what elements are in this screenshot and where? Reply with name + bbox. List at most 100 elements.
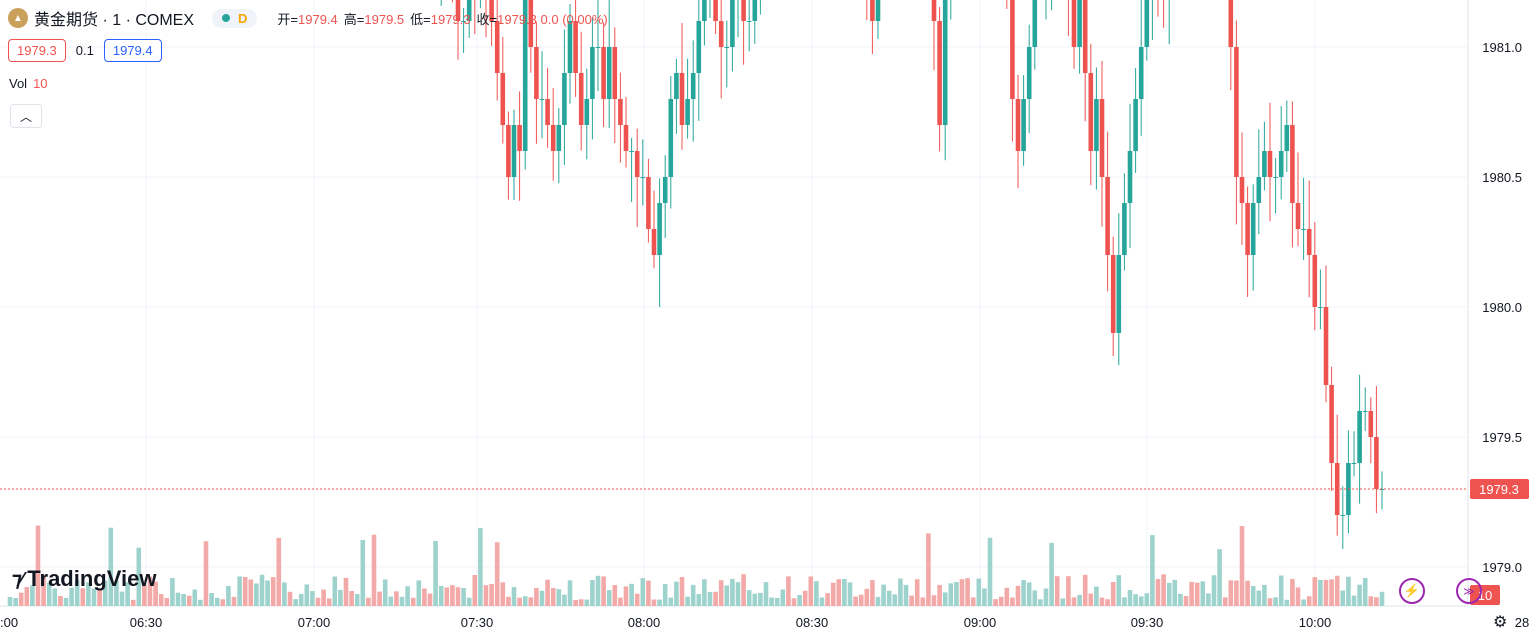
candle (1357, 374, 1362, 504)
candle-body (556, 125, 562, 151)
volume-bar (909, 595, 914, 606)
volume-bar (1346, 576, 1351, 606)
buy-button[interactable]: 1979.4 (103, 39, 162, 62)
volume-bar (987, 537, 993, 606)
symbol-title[interactable]: 黄金期货 · 1 · COMEX (34, 12, 195, 29)
volume-bar (584, 599, 590, 606)
candle (1228, 0, 1234, 91)
candle (950, 0, 952, 20)
candle (696, 0, 702, 121)
volume-bar (69, 587, 74, 606)
volume-bar (735, 582, 741, 606)
candle (1256, 129, 1262, 235)
candle (746, 0, 752, 52)
volume-bar (657, 599, 662, 606)
volume-bar (1194, 582, 1200, 606)
candle (1006, 0, 1008, 9)
volume-bar (713, 591, 718, 606)
volume-bar (500, 582, 506, 606)
volume-bar (466, 597, 472, 606)
volume-bar (186, 595, 192, 606)
volume-bar (685, 596, 690, 606)
volume-bar (1211, 575, 1217, 606)
chart-grid (0, 0, 1469, 607)
candle-body (1357, 411, 1362, 463)
candle (562, 29, 567, 166)
volume-bar (214, 597, 220, 606)
ohlc-legend: 开=1979.4 高=1979.5 低=1979.3 收=1979.3 0.0 … (277, 9, 607, 28)
candle-body (1340, 515, 1346, 516)
candle (1306, 180, 1312, 298)
volume-bar (578, 599, 584, 606)
candle-body (1105, 177, 1110, 255)
candle (1290, 101, 1295, 248)
candle-body (685, 99, 690, 125)
candle-body (562, 73, 567, 125)
volume-bar (1172, 579, 1178, 606)
volume-bar (1295, 587, 1301, 606)
candle-body (1256, 177, 1262, 203)
volume-bar (494, 542, 500, 606)
volume-bar (1334, 575, 1340, 606)
price-candles (440, 0, 1385, 549)
scroll-to-realtime-icon[interactable]: ≫ (1456, 578, 1482, 604)
candle (1267, 102, 1273, 222)
candle (866, 0, 868, 21)
volume-bar (248, 579, 254, 606)
volume-bar (1368, 596, 1374, 606)
time-tick-label: 09:30 (1131, 615, 1164, 630)
volume-bar (539, 590, 545, 606)
candle (612, 27, 618, 144)
volume-bar (444, 587, 450, 606)
volume-bar (836, 579, 842, 606)
volume-bar (170, 578, 175, 606)
candle (511, 109, 517, 201)
volume-bar (276, 537, 282, 606)
candle-body (489, 0, 494, 21)
volume-bar (181, 594, 186, 606)
candle-body (522, 0, 528, 151)
candle (1346, 430, 1351, 534)
volume-bar (903, 584, 909, 606)
volume-bar (662, 584, 668, 606)
time-tick-label: 07:30 (461, 615, 494, 630)
price-axis[interactable]: 1979.01979.51980.01980.51981.01981.51982… (1482, 0, 1522, 575)
candle-body (1032, 0, 1038, 47)
candle-body (601, 47, 606, 99)
candle (1374, 386, 1379, 514)
gear-icon[interactable]: ⚙ (1493, 614, 1508, 631)
volume-bar (158, 594, 164, 606)
volume-bar (517, 597, 522, 606)
candle (730, 0, 735, 72)
volume-bar (875, 596, 881, 606)
market-status-pill[interactable]: D (212, 8, 258, 28)
collapse-legend-button[interactable]: ︿ (10, 104, 42, 128)
volume-bar (1110, 582, 1116, 606)
volume-bar (102, 580, 108, 606)
volume-bar (450, 585, 455, 606)
tradingview-watermark[interactable]: ⁊⁄ TradingView (12, 566, 156, 592)
time-axis[interactable]: :00 06:30 07:00 07:30 08:00 08:30 09:00 09:30 10… (0, 615, 1529, 630)
volume-bar (142, 584, 147, 606)
candle (528, 0, 534, 73)
sell-button[interactable]: 1979.3 (8, 39, 66, 62)
volume-bar (1105, 599, 1110, 606)
volume-bar (91, 588, 97, 606)
volume-bar (220, 599, 226, 606)
price-tick-label: 1979.0 (1482, 560, 1522, 575)
lightning-icon[interactable]: ⚡ (1399, 578, 1425, 604)
candle-body (539, 99, 545, 100)
candle (685, 58, 690, 139)
volume-bar (231, 596, 237, 606)
volume-bar (752, 593, 758, 606)
candle (702, 0, 707, 46)
candle-body (1250, 203, 1256, 255)
volume-bar (763, 582, 769, 606)
candle (668, 76, 674, 209)
volume-bar (1150, 535, 1155, 606)
candle (584, 68, 590, 160)
ohlc-high: 高=1979.5 (343, 11, 405, 27)
volume-bar (41, 575, 46, 606)
candle (1234, 20, 1239, 225)
